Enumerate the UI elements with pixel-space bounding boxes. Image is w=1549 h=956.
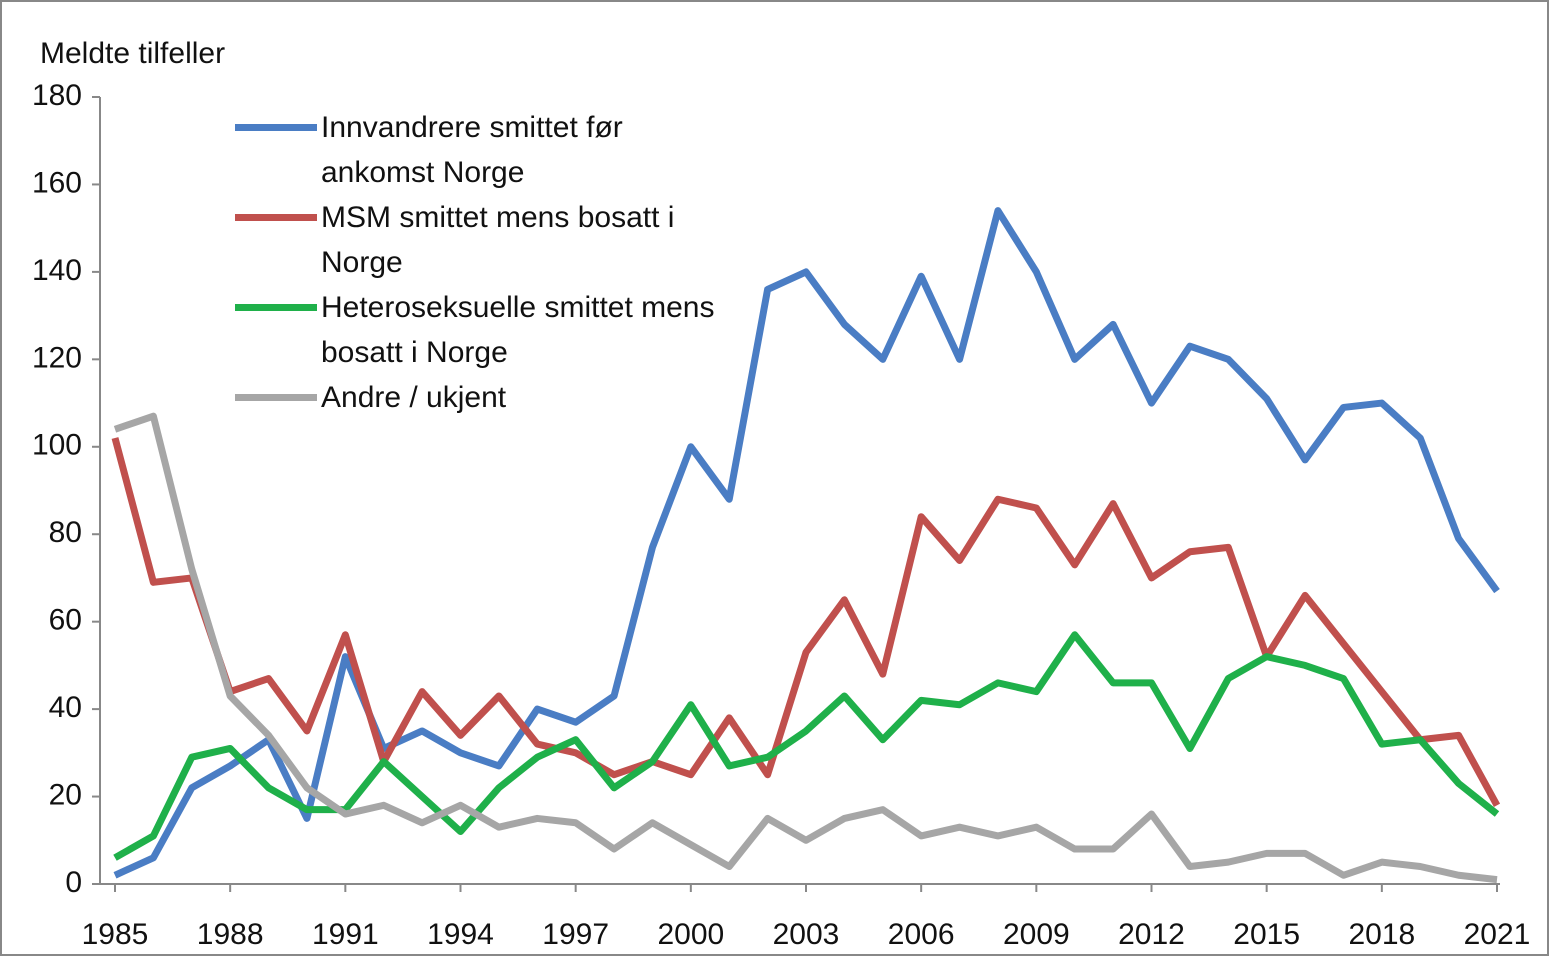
x-tick-label: 2009	[1003, 918, 1070, 951]
x-tick-label: 2006	[888, 918, 955, 951]
y-tick-label: 20	[49, 778, 82, 811]
y-tick-label: 40	[49, 691, 82, 724]
x-tick-label: 2003	[773, 918, 840, 951]
legend-swatch	[235, 124, 317, 131]
y-tick-label: 160	[32, 166, 82, 199]
y-tick-label: 60	[49, 604, 82, 637]
legend-label: Heteroseksuelle smittet mens bosatt i No…	[321, 291, 715, 369]
legend-entry: Andre / ukjent	[235, 375, 735, 420]
x-tick-label: 1994	[427, 918, 494, 951]
x-tick-label: 1991	[312, 918, 379, 951]
legend-entry: Heteroseksuelle smittet mens bosatt i No…	[235, 285, 735, 375]
legend-swatch	[235, 304, 317, 311]
y-tick-label: 120	[32, 341, 82, 374]
legend-entry: Innvandrere smittet før ankomst Norge	[235, 105, 735, 195]
legend-swatch	[235, 394, 317, 401]
x-tick-label: 2000	[657, 918, 724, 951]
legend-label: Innvandrere smittet før ankomst Norge	[321, 111, 623, 189]
legend-entry: MSM smittet mens bosatt i Norge	[235, 195, 735, 285]
y-axis-label: Meldte tilfeller	[40, 37, 225, 70]
legend: Innvandrere smittet før ankomst Norge MSM…	[235, 105, 735, 420]
x-tick-label: 2015	[1233, 918, 1300, 951]
y-tick-label: 180	[32, 79, 82, 112]
y-tick-label: 0	[65, 866, 82, 899]
legend-label: MSM smittet mens bosatt i Norge	[321, 201, 675, 279]
legend-swatch	[235, 214, 317, 221]
x-tick-label: 1985	[82, 918, 149, 951]
x-tick-label: 2018	[1348, 918, 1415, 951]
x-tick-label: 1988	[197, 918, 264, 951]
y-tick-label: 100	[32, 429, 82, 462]
series-line	[113, 631, 1500, 861]
x-tick-label: 2021	[1464, 918, 1531, 951]
x-tick-label: 2012	[1118, 918, 1185, 951]
series-line	[113, 412, 1498, 884]
x-tick-label: 1997	[542, 918, 609, 951]
series-line	[113, 207, 1500, 879]
y-tick-label: 140	[32, 254, 82, 287]
legend-label: Andre / ukjent	[321, 381, 507, 414]
y-tick-label: 80	[49, 516, 82, 549]
